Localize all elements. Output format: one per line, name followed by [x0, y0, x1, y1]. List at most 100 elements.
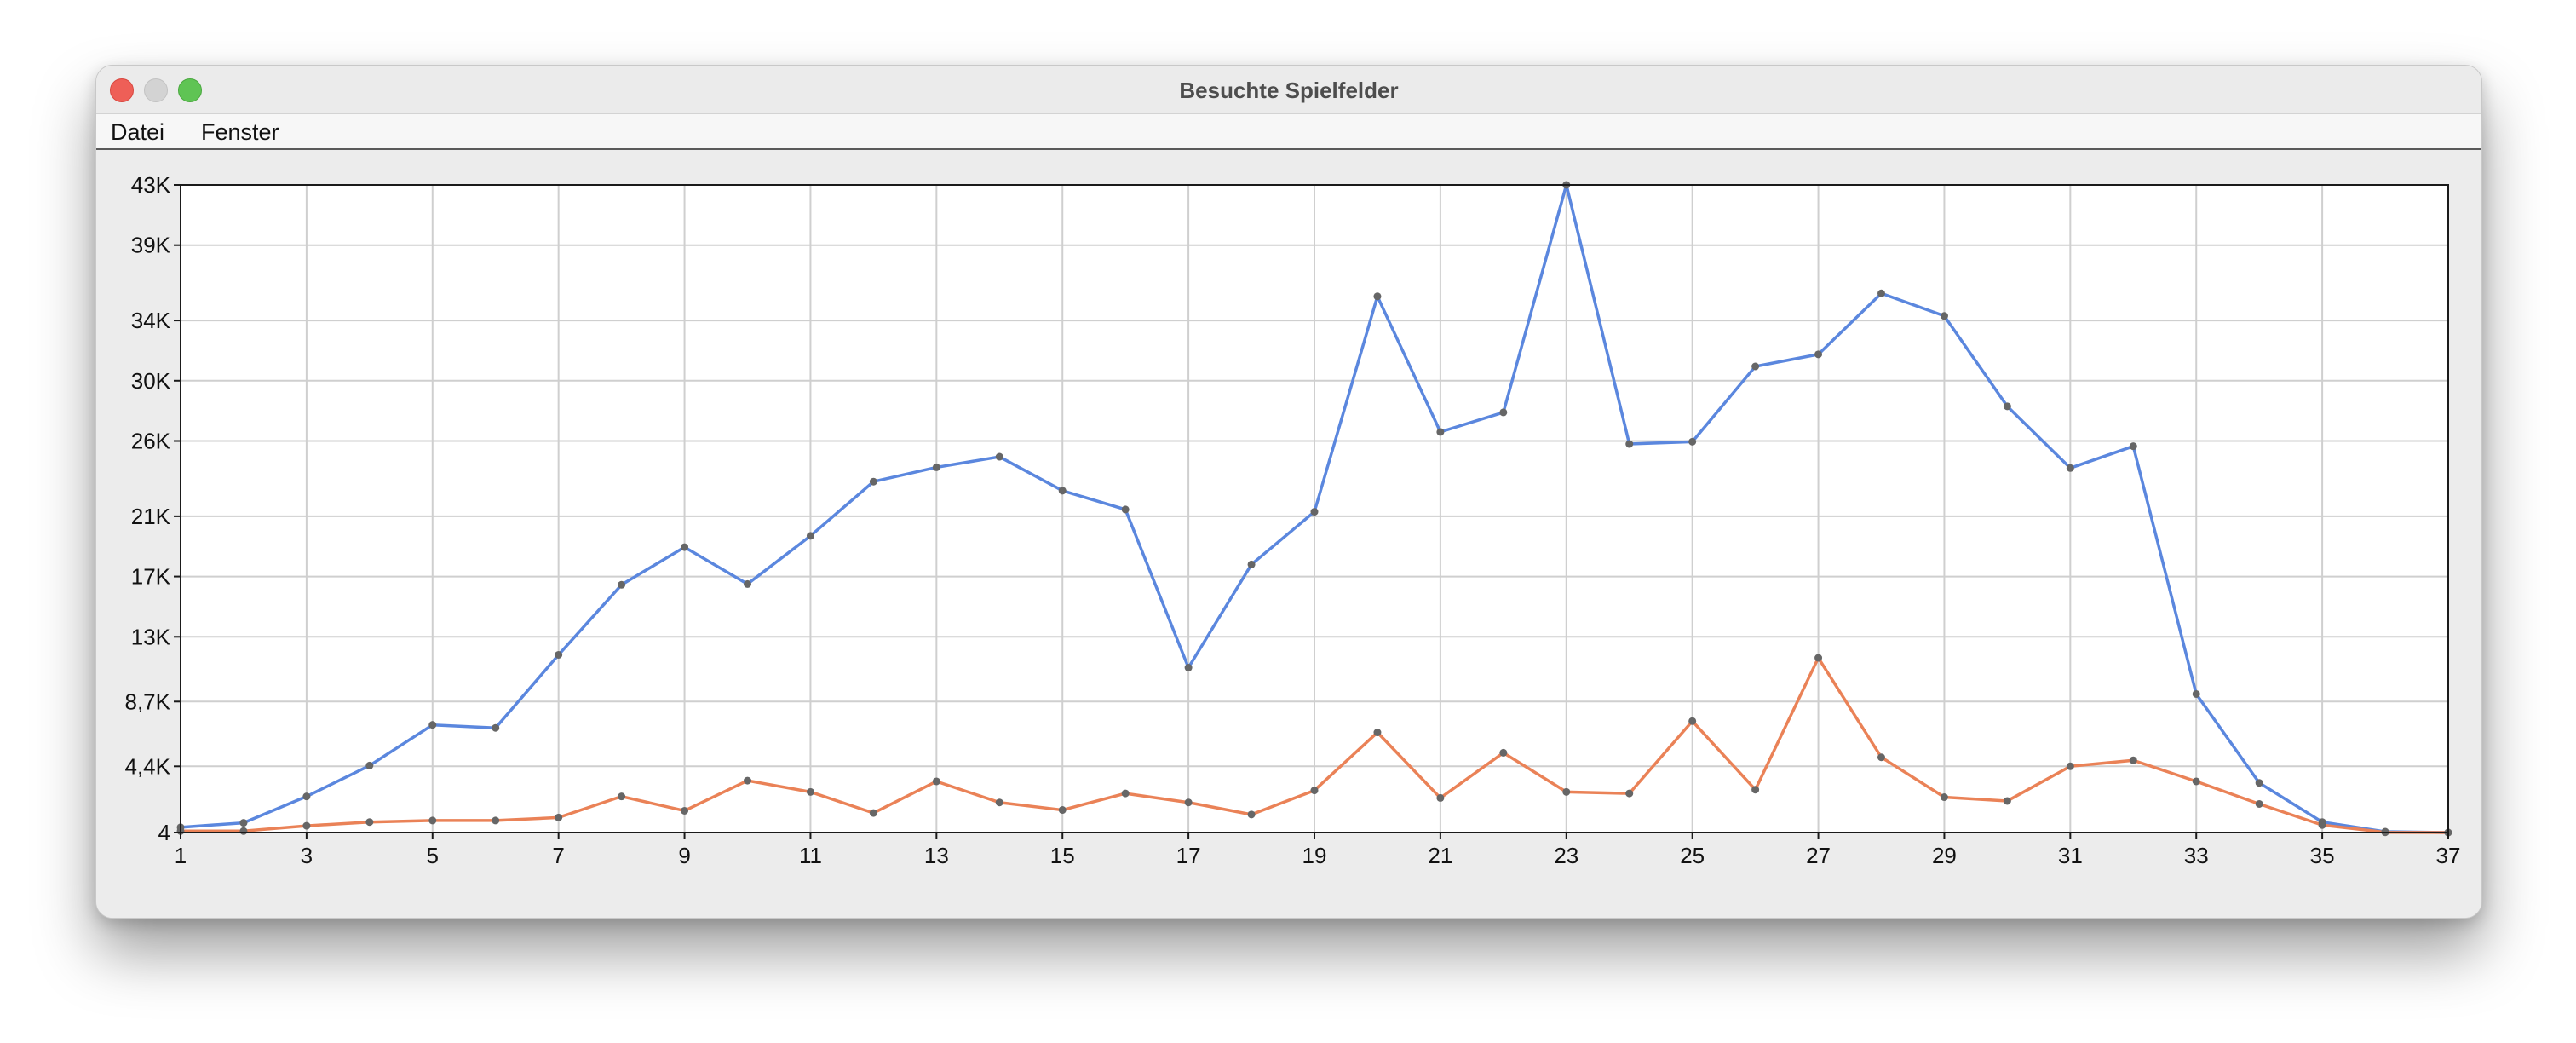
data-point-series-2: [1751, 786, 1760, 794]
window-title: Besuchte Spielfelder: [1179, 78, 1399, 103]
data-point-series-2: [1058, 806, 1067, 815]
data-point-series-2: [2129, 756, 2137, 764]
data-point-series-1: [1247, 560, 1256, 568]
data-point-series-2: [618, 792, 626, 801]
app-window: Besuchte Spielfelder Datei Fenster 4 4,4K…: [95, 65, 2482, 919]
data-point-series-2: [302, 821, 311, 830]
data-point-series-1: [1499, 408, 1508, 417]
y-tick-label: 13K: [131, 624, 171, 649]
data-point-series-1: [302, 792, 311, 801]
data-point-series-2: [555, 813, 563, 821]
data-point-series-2: [1121, 789, 1130, 798]
data-point-series-2: [2318, 821, 2326, 829]
x-tick-label: 5: [427, 843, 439, 868]
data-point-series-1: [1751, 362, 1760, 371]
data-point-series-1: [2255, 779, 2263, 787]
data-point-series-1: [806, 532, 814, 540]
data-point-series-1: [1940, 312, 1948, 320]
x-tick-label: 11: [799, 843, 822, 868]
data-point-series-2: [2066, 762, 2074, 770]
x-tick-label: 7: [552, 843, 564, 868]
data-point-series-1: [492, 723, 500, 732]
data-point-series-1: [239, 819, 248, 827]
x-tick-label: 27: [1806, 843, 1831, 868]
x-tick-label: 25: [1680, 843, 1705, 868]
data-point-series-1: [2129, 442, 2137, 451]
data-point-series-1: [1058, 487, 1067, 495]
data-point-series-2: [1814, 654, 1823, 662]
data-point-series-1: [2003, 402, 2011, 411]
data-point-series-1: [1436, 428, 1445, 436]
menu-datei[interactable]: Datei: [111, 119, 165, 145]
data-point-series-2: [1310, 787, 1319, 795]
data-point-series-1: [365, 761, 374, 769]
data-point-series-2: [365, 818, 374, 827]
x-tick-label: 3: [301, 843, 313, 868]
menu-bar: Datei Fenster: [96, 114, 2481, 150]
data-point-series-2: [681, 806, 689, 815]
title-bar[interactable]: Besuchte Spielfelder: [96, 66, 2481, 114]
minimize-button[interactable]: [144, 78, 168, 102]
y-tick-label: 8,7K: [125, 689, 171, 714]
data-point-series-1: [555, 650, 563, 659]
data-point-series-2: [932, 777, 940, 786]
y-tick-label: 26K: [131, 428, 171, 453]
data-point-series-1: [1373, 292, 1382, 301]
data-point-series-1: [428, 721, 437, 729]
x-tick-label: 35: [2310, 843, 2335, 868]
x-tick-label: 33: [2184, 843, 2209, 868]
data-point-series-2: [806, 787, 814, 796]
data-point-series-1: [995, 452, 1003, 461]
y-axis-ticks: 4 4,4K 8,7K 13K 17K 21K 26K 30K 34K 39K 43K: [125, 172, 181, 845]
y-tick-label: 21K: [131, 504, 171, 529]
data-point-series-1: [1121, 505, 1130, 514]
x-tick-label: 21: [1428, 843, 1452, 868]
data-point-series-1: [1625, 440, 1634, 448]
data-point-series-2: [1247, 810, 1256, 819]
data-point-series-1: [2192, 689, 2200, 698]
zoom-button[interactable]: [178, 78, 202, 102]
data-point-series-2: [2192, 777, 2200, 786]
data-point-series-1: [1877, 289, 1885, 297]
data-point-series-2: [1373, 729, 1382, 737]
x-tick-label: 23: [1554, 843, 1578, 868]
data-point-series-1: [2066, 464, 2074, 472]
data-point-series-2: [2255, 799, 2263, 808]
data-markers: [176, 181, 2452, 837]
x-axis-ticks: 1 3 5 7 9 11 13 15 17 19 21 23 25 27 29 31 33 35 37: [175, 833, 2461, 868]
x-tick-label: 37: [2436, 843, 2461, 868]
x-tick-label: 13: [924, 843, 949, 868]
data-point-series-1: [1184, 664, 1193, 672]
data-point-series-1: [744, 579, 751, 588]
data-point-series-2: [428, 816, 437, 825]
y-tick-label: 43K: [131, 172, 171, 198]
data-point-series-2: [995, 798, 1003, 807]
data-point-series-2: [869, 809, 877, 817]
y-tick-label: 4: [158, 820, 170, 845]
data-point-series-2: [1688, 717, 1697, 725]
y-tick-label: 34K: [131, 308, 171, 333]
x-tick-label: 31: [2058, 843, 2083, 868]
x-tick-label: 19: [1302, 843, 1327, 868]
data-point-series-1: [932, 463, 940, 471]
x-tick-label: 15: [1050, 843, 1075, 868]
data-point-series-2: [492, 816, 500, 825]
data-point-series-1: [1310, 508, 1319, 516]
x-tick-label: 1: [175, 843, 187, 868]
y-tick-label: 30K: [131, 368, 171, 394]
x-tick-label: 29: [1932, 843, 1957, 868]
data-point-series-2: [1499, 748, 1508, 757]
close-button[interactable]: [110, 78, 134, 102]
data-point-series-1: [681, 543, 689, 551]
y-tick-label: 39K: [131, 233, 171, 258]
data-point-series-2: [1562, 787, 1571, 796]
data-point-series-1: [869, 477, 877, 486]
menu-fenster[interactable]: Fenster: [201, 119, 279, 145]
data-point-series-1: [1688, 437, 1697, 446]
data-point-series-2: [1625, 789, 1634, 798]
data-point-series-2: [1940, 793, 1948, 802]
data-point-series-2: [1436, 793, 1445, 802]
data-point-series-1: [1814, 350, 1823, 359]
